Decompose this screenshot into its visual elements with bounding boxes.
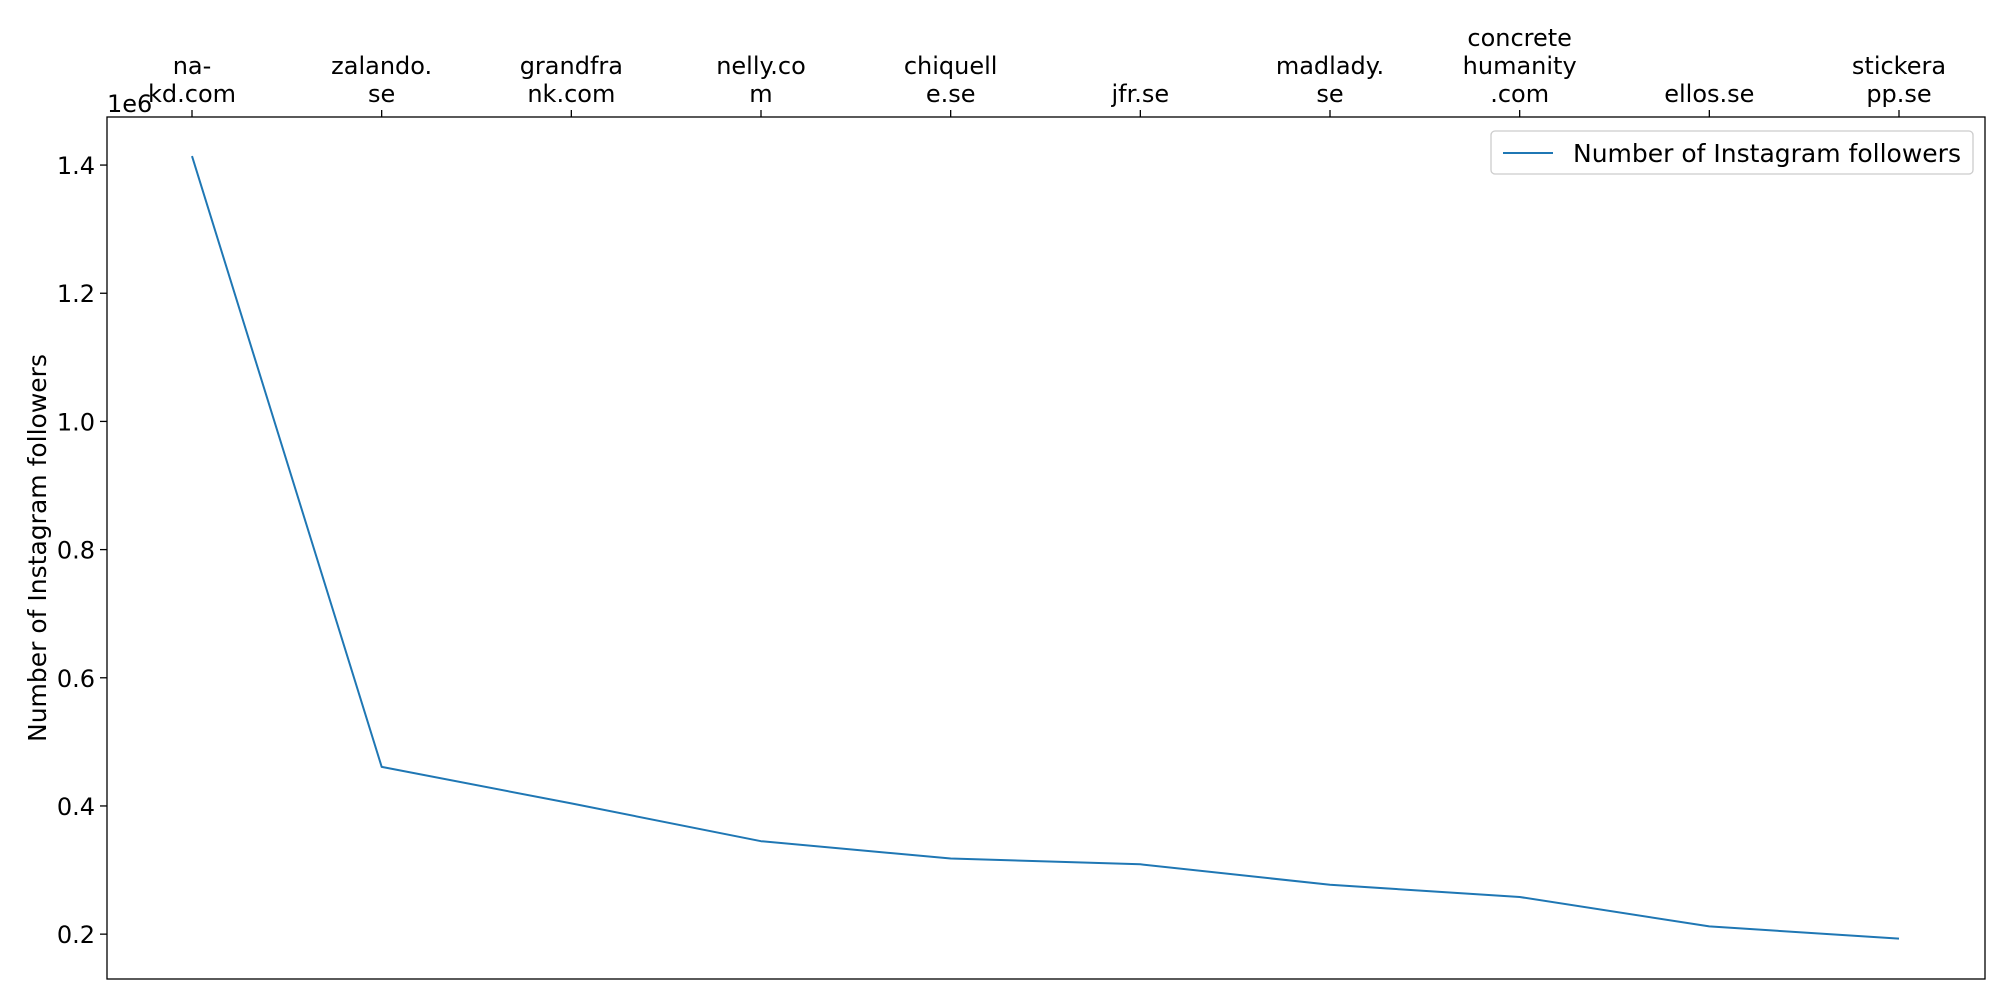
y-tick-label: 0.8	[57, 537, 95, 565]
x-tick-label: madlady.	[1276, 52, 1384, 80]
legend: Number of Instagram followers	[1490, 130, 1974, 175]
x-tick-label: grandfra	[520, 52, 623, 80]
x-tick-label: chiquell	[904, 52, 998, 80]
legend-entry: Number of Instagram followers	[1573, 139, 1961, 168]
x-tick-label: na-	[173, 52, 212, 80]
x-tick-label: pp.se	[1866, 80, 1931, 108]
x-tick-label: se	[368, 80, 395, 108]
x-axis-ticks: na-kd.comzalando.segrandfrank.comnelly.c…	[148, 24, 1946, 117]
x-tick-label: e.se	[926, 80, 976, 108]
x-tick-label: .com	[1490, 80, 1549, 108]
y-tick-label: 0.2	[57, 921, 95, 949]
series-line	[191, 155, 1900, 940]
x-tick-label: m	[749, 80, 772, 108]
y-tick-label: 0.4	[57, 793, 95, 821]
x-tick-label: kd.com	[148, 80, 236, 108]
x-tick-label: jfr.se	[1110, 80, 1169, 108]
y-tick-label: 1.2	[57, 280, 95, 308]
x-tick-label: concrete	[1467, 24, 1572, 52]
y-scale-label: 1e6	[107, 90, 152, 118]
legend-box	[1490, 130, 1974, 175]
y-axis-label: Number of Instagram followers	[23, 354, 52, 742]
x-tick-label: se	[1316, 80, 1343, 108]
x-tick-label: ellos.se	[1664, 80, 1754, 108]
x-tick-label: zalando.	[331, 52, 432, 80]
x-tick-label: nk.com	[527, 80, 615, 108]
y-tick-label: 0.6	[57, 665, 95, 693]
series-lines	[191, 155, 1900, 940]
x-tick-label: stickera	[1852, 52, 1946, 80]
plot-frame	[106, 116, 1986, 980]
x-tick-label: nelly.co	[716, 52, 806, 80]
y-axis-ticks: 0.2 0.4 0.6 0.8 1.0 1.2 1.4	[57, 152, 107, 949]
y-tick-label: 1.4	[57, 152, 95, 180]
x-tick-label: humanity	[1463, 52, 1577, 80]
y-tick-label: 1.0	[57, 408, 95, 436]
plot-area	[107, 117, 1985, 979]
